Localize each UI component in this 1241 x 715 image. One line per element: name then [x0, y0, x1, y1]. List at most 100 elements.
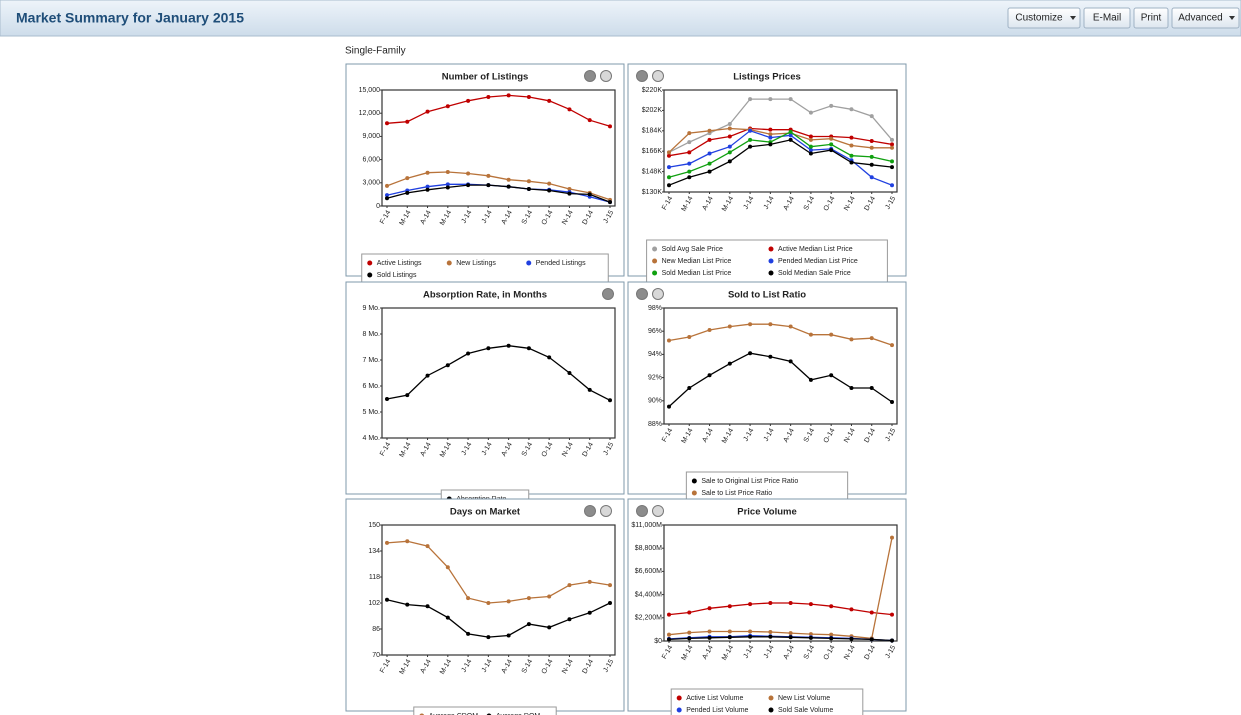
help-icon[interactable]	[584, 505, 596, 517]
series-line	[668, 139, 893, 186]
legend-marker	[768, 258, 774, 264]
data-point	[425, 170, 430, 175]
y-tick-label: 8 Mo.	[362, 331, 380, 338]
data-point	[547, 181, 552, 186]
header-button[interactable]: Advanced	[1171, 7, 1240, 29]
legend-label: Active Median List Price	[778, 246, 853, 253]
data-point	[768, 97, 773, 102]
plot-area	[381, 307, 616, 439]
data-point	[445, 565, 450, 570]
data-point	[687, 150, 692, 155]
y-tick-label: 6,000	[362, 156, 380, 163]
legend-label: Sale to Original List Price Ratio	[701, 478, 798, 485]
data-point	[667, 150, 671, 155]
settings-icon[interactable]	[652, 505, 664, 517]
data-point	[768, 601, 773, 606]
y-tick-label: 98%	[648, 305, 662, 312]
legend-marker	[367, 272, 373, 278]
legend-label: Sold Median List Price	[662, 270, 732, 277]
data-point	[768, 354, 773, 359]
legend-label: Average CDOM	[429, 713, 478, 715]
data-point	[567, 371, 572, 375]
dropdown-arrow[interactable]	[1229, 16, 1235, 20]
y-tick-label: 90%	[648, 398, 662, 405]
data-point	[608, 583, 612, 588]
data-point	[727, 629, 732, 634]
legend-label: New Median List Price	[662, 258, 732, 265]
series-line	[386, 599, 611, 638]
help-icon[interactable]	[584, 70, 596, 82]
y-tick-label: 5 Mo.	[362, 409, 380, 416]
data-point	[707, 161, 712, 166]
data-point	[405, 539, 410, 544]
data-point	[808, 377, 813, 382]
data-point	[829, 136, 834, 141]
settings-icon[interactable]	[600, 70, 612, 82]
data-point	[466, 631, 471, 636]
button-frame[interactable]	[1133, 7, 1169, 29]
data-point	[890, 142, 894, 147]
legend-box	[361, 253, 609, 285]
button-label[interactable]: Advanced	[1178, 13, 1222, 24]
data-point	[587, 387, 592, 392]
button-frame[interactable]	[1171, 7, 1240, 29]
data-point	[445, 615, 450, 620]
legend-marker	[768, 246, 774, 252]
help-icon[interactable]	[636, 505, 648, 517]
settings-icon[interactable]	[652, 288, 664, 300]
data-point	[748, 602, 753, 607]
header-button[interactable]: Print	[1133, 7, 1169, 29]
data-point	[829, 632, 834, 637]
legend-marker	[446, 260, 452, 266]
series-line	[386, 94, 611, 127]
data-point	[869, 162, 874, 167]
data-point	[890, 638, 894, 643]
button-label[interactable]: Customize	[1015, 13, 1063, 24]
data-point	[808, 148, 813, 153]
data-point	[687, 610, 692, 615]
button-frame[interactable]	[1083, 7, 1131, 29]
data-point	[727, 122, 732, 126]
help-icon[interactable]	[636, 288, 648, 300]
data-point	[869, 386, 874, 391]
data-point	[506, 599, 511, 604]
button-label[interactable]: E-Mail	[1093, 13, 1121, 24]
settings-icon[interactable]	[652, 70, 664, 82]
data-point	[405, 190, 410, 195]
data-point	[707, 606, 712, 611]
settings-icon[interactable]	[600, 505, 612, 517]
legend-marker	[676, 707, 682, 713]
dropdown-arrow[interactable]	[1070, 16, 1076, 20]
data-point	[748, 137, 753, 142]
data-point	[687, 131, 692, 136]
data-point	[748, 322, 753, 327]
chart-title: Days on Market	[450, 507, 521, 518]
data-point	[547, 98, 552, 103]
data-point	[385, 121, 389, 126]
chart-title: Absorption Rate, in Months	[423, 290, 547, 301]
help-icon[interactable]	[602, 288, 614, 300]
data-point	[869, 145, 874, 150]
data-point	[707, 128, 712, 133]
data-point	[707, 169, 712, 174]
data-point	[405, 602, 410, 607]
header-button[interactable]: E-Mail	[1083, 7, 1131, 29]
y-tick-label: 94%	[648, 351, 662, 358]
y-tick-label: 102	[368, 600, 380, 607]
data-point	[466, 171, 471, 176]
data-point	[869, 175, 874, 180]
button-label[interactable]: Print	[1141, 13, 1162, 24]
legend-box	[685, 471, 849, 503]
help-icon[interactable]	[636, 70, 648, 82]
data-point	[707, 151, 712, 156]
legend-marker	[652, 246, 658, 252]
header-button[interactable]: Customize	[1007, 7, 1081, 29]
data-point	[385, 183, 389, 188]
data-point	[849, 143, 854, 148]
data-point	[808, 137, 813, 142]
button-frame[interactable]	[1007, 7, 1081, 29]
data-point	[849, 337, 854, 342]
data-point	[667, 637, 671, 642]
data-point	[567, 107, 572, 112]
data-point	[425, 187, 430, 192]
